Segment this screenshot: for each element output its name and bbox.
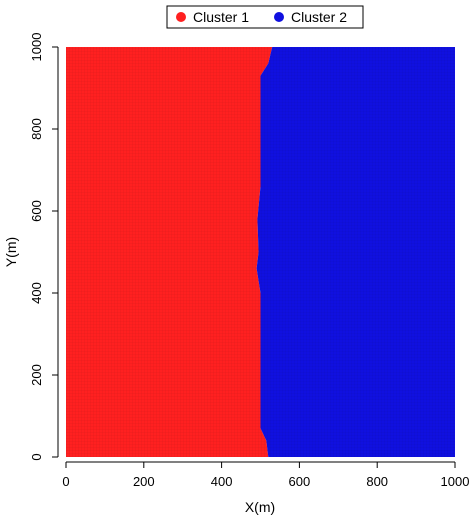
y-tick-label: 800	[29, 118, 44, 140]
x-tick-label: 600	[289, 474, 311, 489]
y-tick-label: 200	[29, 364, 44, 386]
legend-swatch-cluster-2	[274, 12, 284, 22]
x-axis-title: X(m)	[245, 499, 275, 515]
legend: Cluster 1 Cluster 2	[166, 5, 364, 29]
x-axis: 0 200 400 600 800 1000	[62, 461, 470, 489]
legend-swatch-cluster-1	[176, 12, 186, 22]
y-axis: 0 200 400 600 800 1000	[29, 33, 59, 461]
plot-area	[66, 47, 455, 457]
cell-grid-overlay	[66, 47, 455, 457]
y-tick-label: 600	[29, 200, 44, 222]
x-tick-label: 800	[366, 474, 388, 489]
y-tick-label: 1000	[29, 33, 44, 62]
x-tick-label: 200	[133, 474, 155, 489]
x-tick-label: 1000	[441, 474, 470, 489]
x-tick-label: 400	[211, 474, 233, 489]
legend-label-cluster-1: Cluster 1	[193, 9, 249, 25]
x-tick-label: 0	[62, 474, 69, 489]
y-axis-title: Y(m)	[3, 237, 19, 267]
y-tick-label: 400	[29, 282, 44, 304]
legend-label-cluster-2: Cluster 2	[291, 9, 347, 25]
y-tick-label: 0	[29, 453, 44, 460]
legend-box	[166, 5, 364, 29]
